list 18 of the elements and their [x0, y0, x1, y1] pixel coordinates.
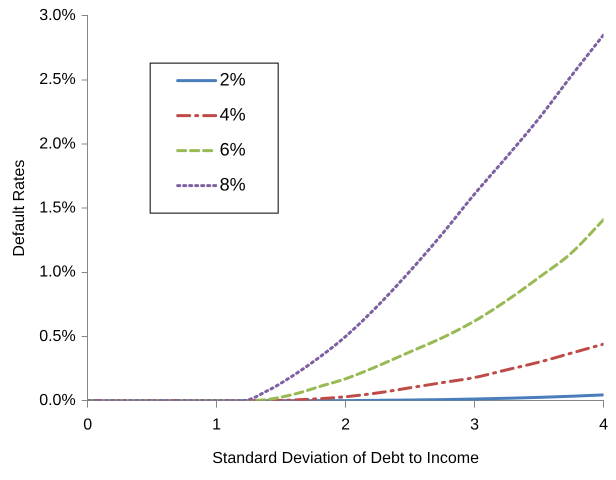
y-tick-label: 3.0% [39, 7, 76, 24]
legend-label: 8% [220, 174, 246, 195]
x-tick-label: 2 [341, 416, 350, 434]
x-tick-label: 4 [599, 416, 608, 434]
y-tick-label: 1.5% [39, 200, 76, 217]
legend-label: 6% [220, 140, 246, 160]
y-tick-label: 0.0% [39, 392, 76, 410]
legend-label: 4% [220, 104, 246, 125]
y-tick-label: 1.0% [39, 264, 76, 281]
x-tick-label: 3 [470, 416, 480, 434]
y-tick-label: 2.0% [39, 135, 76, 152]
x-axis-title: Standard Deviation of Debt to Income [212, 450, 480, 467]
x-tick-label: 0 [83, 416, 92, 434]
y-tick-label: 0.5% [39, 328, 76, 345]
legend-label: 2% [220, 70, 246, 90]
x-tick-label: 1 [212, 416, 222, 434]
y-axis-title: Default Rates [11, 160, 28, 257]
y-tick-label: 2.5% [39, 71, 76, 88]
